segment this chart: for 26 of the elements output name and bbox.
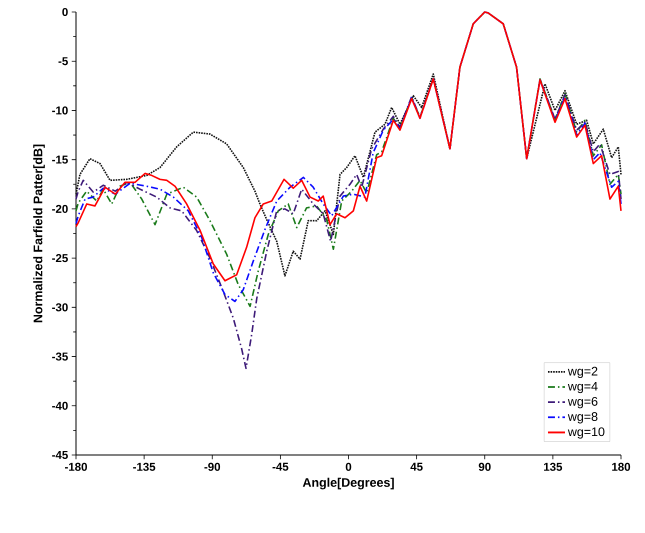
legend-label: wg=2 <box>568 366 598 378</box>
x-tick-label: -90 <box>204 462 220 471</box>
x-tick-label: -135 <box>133 462 156 471</box>
x-axis-title: Angle[Degrees] <box>302 478 394 490</box>
x-tick-label: -45 <box>272 462 288 471</box>
legend-label: wg=4 <box>568 382 598 394</box>
x-tick-label: 180 <box>612 462 630 471</box>
x-tick-label: 90 <box>478 462 491 471</box>
y-tick-label: -40 <box>52 402 68 410</box>
y-tick-label: -45 <box>52 451 68 459</box>
x-tick-label: 0 <box>346 462 352 471</box>
legend-label: wg=10 <box>568 427 604 439</box>
x-tick-label: -180 <box>64 462 87 471</box>
y-tick-label: -15 <box>52 156 68 164</box>
x-tick-label: 45 <box>410 462 423 471</box>
y-tick-label: -5 <box>58 57 68 66</box>
y-tick-label: -10 <box>52 106 68 114</box>
y-axis-title: Normalized Farfield Patter[dB] <box>33 144 45 322</box>
y-tick-label: 0 <box>62 8 68 16</box>
legend-label: wg=6 <box>568 397 598 408</box>
y-tick-label: -35 <box>52 352 68 361</box>
y-tick-label: -25 <box>52 254 68 262</box>
y-tick-label: -20 <box>52 204 68 213</box>
y-tick-label: -30 <box>52 303 68 312</box>
x-tick-label: 135 <box>544 462 562 471</box>
legend-label: wg=8 <box>568 412 598 424</box>
